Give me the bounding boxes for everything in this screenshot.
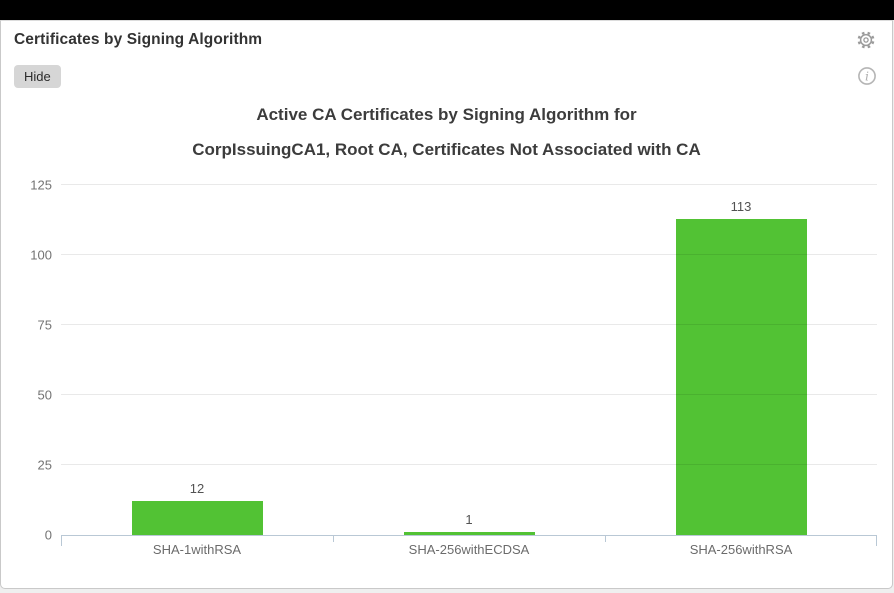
x-axis-tick-mark xyxy=(333,535,334,542)
y-axis-tick-label: 25 xyxy=(37,457,52,473)
svg-text:i: i xyxy=(865,68,869,83)
bar-value-label: 113 xyxy=(730,198,752,214)
y-gridline xyxy=(61,394,877,395)
y-axis-tick-label: 50 xyxy=(37,387,52,403)
chart-title: Active CA Certificates by Signing Algori… xyxy=(1,97,892,167)
hide-button[interactable]: Hide xyxy=(14,65,61,88)
bar-SHA-1withRSA[interactable] xyxy=(131,501,263,535)
top-black-bar xyxy=(0,0,894,20)
info-circle-icon: i xyxy=(857,67,877,89)
y-axis-tick-label: 125 xyxy=(30,177,52,193)
bar-value-label: 1 xyxy=(465,512,473,528)
axis-edge-mark xyxy=(61,535,62,546)
x-axis-category-label: SHA-256withRSA xyxy=(689,542,793,557)
chart-title-line1: Active CA Certificates by Signing Algori… xyxy=(256,105,637,124)
axis-edge-mark xyxy=(876,535,877,546)
y-axis-tick-label: 0 xyxy=(44,527,52,543)
y-gridline xyxy=(61,324,877,325)
x-axis-category-label: SHA-1withRSA xyxy=(152,542,242,557)
y-axis-tick-label: 100 xyxy=(30,247,52,263)
panel-title: Certificates by Signing Algorithm xyxy=(14,31,263,48)
settings-gear-button[interactable] xyxy=(855,29,877,51)
bar-value-label: 12 xyxy=(189,481,205,497)
plot-area: 0 25 50 75 100 125 12 SHA-1withRSA 1 SHA-256withE… xyxy=(30,178,877,557)
bar-SHA-256withRSA[interactable] xyxy=(675,218,807,535)
x-axis-tick-mark xyxy=(605,535,606,542)
certificates-widget-panel: Certificates by Signing Algorithm Hide i… xyxy=(0,20,893,589)
y-axis-tick-label: 75 xyxy=(37,317,52,333)
y-gridline xyxy=(61,184,877,185)
bar-SHA-256withECDSA[interactable] xyxy=(403,532,535,535)
y-gridline xyxy=(61,464,877,465)
info-button[interactable]: i xyxy=(856,65,878,87)
chart-title-line2: CorpIssuingCA1, Root CA, Certificates No… xyxy=(192,140,701,159)
x-axis-category-label: SHA-256withECDSA xyxy=(408,542,530,557)
gear-icon xyxy=(856,31,876,53)
y-gridline xyxy=(61,254,877,255)
